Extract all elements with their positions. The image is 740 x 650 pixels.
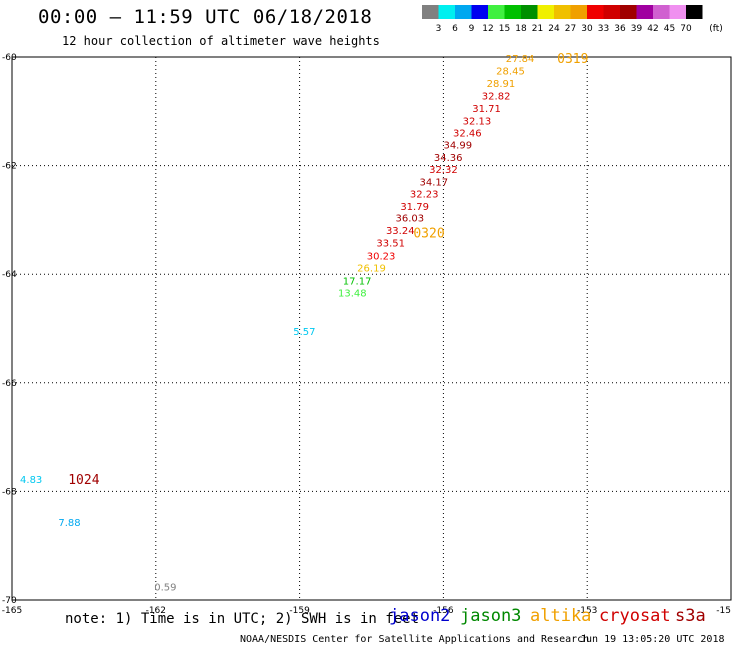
legend-tick-label: 70 (680, 24, 692, 34)
legend-swatch (422, 5, 439, 19)
satellite-jason3: jason3 (460, 606, 522, 626)
data-point: 34.36 (434, 153, 463, 164)
legend-tick-label: 6 (452, 24, 458, 34)
time-label: 0319 (557, 52, 588, 67)
satellite-altika: altika (530, 606, 592, 626)
data-point: 31.71 (472, 104, 501, 115)
legend-swatch (587, 5, 604, 19)
x-tick-label: -156 (433, 606, 454, 616)
time-labels: 0319 0320 1024 (68, 52, 588, 488)
data-point: 5.57 (293, 327, 315, 338)
time-label: 0320 (413, 226, 444, 241)
x-tick-label: -153 (577, 606, 597, 616)
legend-tick-label: 30 (581, 24, 593, 34)
data-point: 34.17 (419, 177, 448, 188)
satellite-jason2: jason2 (389, 606, 451, 626)
footer-note: note: 1) Time is in UTC; 2) SWH is in fe… (65, 611, 420, 627)
satellite-cryosat: cryosat (599, 606, 671, 626)
x-tick-label: -162 (146, 606, 166, 616)
data-point: 33.24 (386, 226, 415, 237)
data-point: 30.23 (367, 252, 396, 263)
y-tick-label: -66 (2, 379, 17, 389)
legend-swatch (636, 5, 653, 19)
legend-swatch (521, 5, 538, 19)
legend-swatch (504, 5, 521, 19)
x-tick-label: -15 (716, 606, 731, 616)
data-point: 17.17 (343, 277, 372, 288)
legend-tick-label: 21 (532, 24, 543, 34)
legend-tick-label: 24 (548, 24, 560, 34)
x-tick-label: -165 (2, 606, 22, 616)
y-tick-label: -70 (2, 596, 17, 606)
legend-swatch (603, 5, 620, 19)
legend-tick-label: 15 (499, 24, 510, 34)
legend-unit-label: (ft) (709, 24, 723, 34)
data-point: 4.83 (20, 475, 42, 486)
satellite-s3a: s3a (675, 606, 706, 626)
data-point: 32.13 (463, 117, 492, 128)
data-point: 13.48 (338, 289, 367, 300)
data-point: 0.59 (154, 582, 176, 593)
chart-subtitle: 12 hour collection of altimeter wave hei… (62, 34, 380, 48)
legend-tick-label: 12 (482, 24, 493, 34)
data-point: 33.51 (376, 239, 405, 250)
data-point: 7.88 (58, 518, 80, 529)
data-point: 27.84 (506, 54, 535, 65)
legend-swatch (455, 5, 472, 19)
legend-swatch (620, 5, 637, 19)
data-point: 31.79 (400, 202, 429, 213)
credit-text: NOAA/NESDIS Center for Satellite Applica… (240, 634, 590, 645)
y-tick-label: -64 (2, 270, 17, 280)
axis-ticks: -60 -62 -64 -66 -68 -70-165 -162 -159 -156 -153 -1… (2, 53, 731, 616)
legend-tick-label: 3 (436, 24, 442, 34)
legend-swatch (554, 5, 571, 19)
legend-swatch (669, 5, 686, 19)
data-point: 34.99 (443, 140, 472, 151)
data-point: 32.23 (410, 189, 439, 200)
legend-tick-label: 36 (614, 24, 626, 34)
data-point: 26.19 (357, 264, 386, 275)
legend-swatch (537, 5, 554, 19)
data-point: 32.46 (453, 128, 482, 139)
legend-tick-label: 45 (664, 24, 675, 34)
y-tick-label: -68 (2, 487, 17, 497)
legend-tick-label: 9 (469, 24, 475, 34)
data-point: 28.91 (487, 79, 516, 90)
data-point: 28.45 (496, 67, 525, 78)
legend-tick-label: 42 (647, 24, 658, 34)
timestamp-text: Jun 19 13:05:20 UTC 2018 (580, 634, 725, 645)
legend-swatch (686, 5, 703, 19)
y-tick-label: -62 (2, 162, 17, 172)
time-label: 1024 (68, 473, 99, 488)
legend-tick-label: 27 (565, 24, 576, 34)
color-legend: 3 6 9 12 15 18 21 24 27 30 33 36 39 42 45 70 (ft) (422, 5, 723, 34)
legend-tick-label: 39 (631, 24, 643, 34)
data-point: 32.32 (429, 165, 458, 176)
grid (12, 57, 731, 600)
chart-title: 00:00 — 11:59 UTC 06/18/2018 (38, 6, 373, 28)
x-tick-label: -159 (289, 606, 310, 616)
legend-swatch (570, 5, 587, 19)
legend-tick-label: 18 (515, 24, 527, 34)
y-tick-label: -60 (2, 53, 17, 63)
legend-swatch (653, 5, 670, 19)
legend-swatch (488, 5, 505, 19)
legend-swatch (438, 5, 455, 19)
legend-tick-label: 33 (598, 24, 609, 34)
plot-frame (11, 56, 732, 601)
data-point: 32.82 (482, 92, 511, 103)
data-point: 36.03 (396, 214, 425, 225)
legend-swatch (471, 5, 488, 19)
